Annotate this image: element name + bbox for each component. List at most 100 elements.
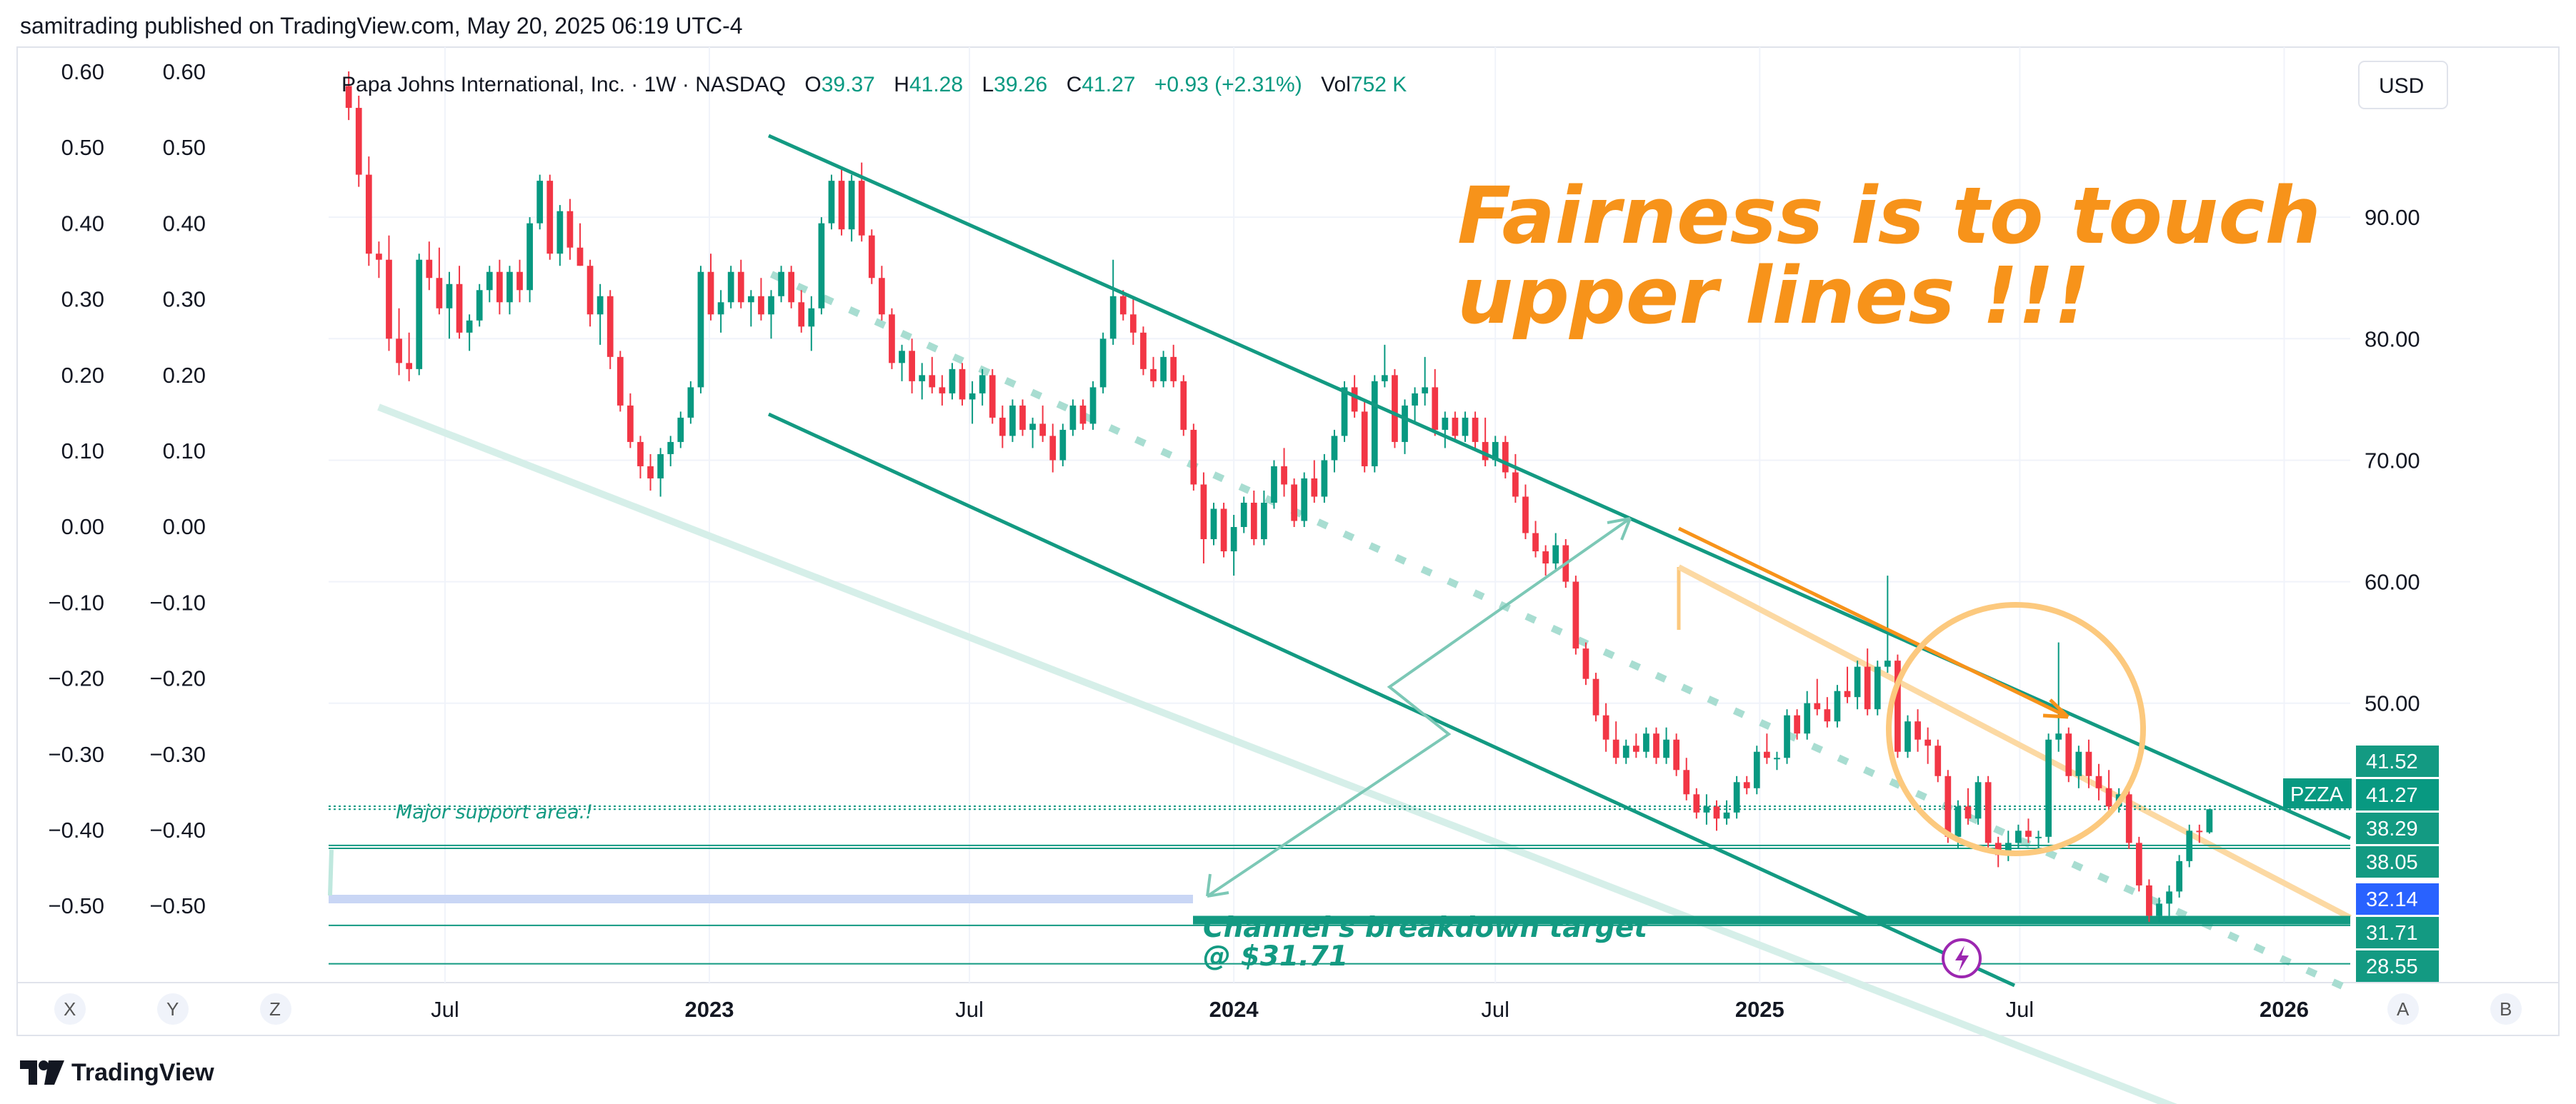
candle: [627, 393, 634, 448]
candle: [426, 241, 433, 291]
axis-button-y[interactable]: Y: [157, 993, 189, 1025]
axis-button-a[interactable]: A: [2387, 993, 2419, 1025]
earnings-event-marker[interactable]: [1942, 938, 1982, 978]
candle-body: [2035, 836, 2042, 838]
candle-body: [1291, 484, 1298, 521]
legend-open-label: O: [804, 73, 821, 96]
candle-body: [677, 417, 684, 442]
target-label-line-1: Channel's breakdown target: [1203, 912, 1648, 944]
axis-button-a-label[interactable]: A: [2397, 998, 2410, 1020]
candle-body: [1492, 441, 1499, 461]
candle: [1361, 399, 1368, 473]
candle: [667, 436, 674, 466]
candle: [959, 363, 966, 406]
candle: [1693, 788, 1700, 819]
candle: [838, 169, 845, 236]
axis-button-b-label[interactable]: B: [2500, 998, 2512, 1020]
candle-body: [949, 368, 956, 393]
left-scale-a-label: 0.30: [61, 287, 104, 312]
ticker-badge-label: PZZA: [2290, 783, 2344, 806]
candle: [1482, 417, 1489, 466]
candle-body: [506, 271, 513, 303]
candle-body: [1602, 715, 1609, 740]
left-scale-b-label: −0.10: [150, 590, 206, 615]
candle: [1522, 484, 1529, 540]
price-label-text: 38.29: [2366, 818, 2418, 840]
candle: [2085, 739, 2092, 788]
candle-body: [1180, 381, 1187, 430]
candle-body: [536, 181, 544, 224]
currency-button[interactable]: USD: [2358, 61, 2448, 109]
candle-body: [2065, 733, 2072, 776]
candle: [1432, 368, 1439, 436]
candle: [1220, 502, 1227, 558]
currency-button-bg[interactable]: [2358, 61, 2448, 109]
time-axis: Jul 2023 Jul 2024 Jul 2025 Jul 2026: [431, 997, 2309, 1022]
price-label-bg: [2356, 746, 2439, 777]
candle-body: [1733, 782, 1740, 813]
currency-button-label[interactable]: USD: [2379, 74, 2424, 98]
left-scale-a-label: −0.30: [49, 742, 104, 767]
axis-button-b[interactable]: B: [2490, 993, 2522, 1025]
candle-body: [768, 296, 774, 315]
candle-body: [2166, 891, 2172, 904]
candle: [1502, 436, 1509, 478]
axis-button-y-bg[interactable]: [157, 993, 189, 1025]
axis-button-x-bg[interactable]: [54, 993, 86, 1025]
candle-body: [1884, 661, 1891, 667]
candle-body: [1673, 739, 1680, 771]
candle-body: [1985, 782, 1992, 843]
candle-body: [2015, 830, 2022, 843]
candle: [717, 290, 724, 333]
price-label: 41.27: [2356, 779, 2439, 811]
candle-body: [798, 302, 805, 327]
candle: [546, 174, 554, 260]
candle: [828, 174, 835, 230]
axis-button-b-bg[interactable]: [2490, 993, 2522, 1025]
candle-body: [1904, 721, 1911, 752]
candle-body: [717, 302, 724, 315]
right-price-scale: 90.00 80.00 70.00 60.00 50.00: [2365, 205, 2420, 716]
candle: [657, 448, 664, 497]
candle-body: [1723, 812, 1730, 819]
candle-body: [1130, 314, 1137, 333]
candle: [1683, 758, 1690, 801]
axis-button-x[interactable]: X: [54, 993, 86, 1025]
price-label-bg: [2356, 917, 2439, 948]
candle: [1834, 685, 1841, 728]
candle-body: [989, 375, 996, 418]
candle: [376, 241, 382, 278]
legend: Papa Johns International, Inc. · 1W · NA…: [341, 73, 1407, 96]
axis-button-y-label[interactable]: Y: [166, 998, 179, 1020]
candle-body: [576, 247, 584, 266]
candle-body: [727, 271, 734, 303]
left-scale-b-label: 0.50: [163, 135, 206, 160]
candle: [436, 247, 443, 315]
axis-button-z-label[interactable]: Z: [269, 998, 281, 1020]
candle-body: [1663, 739, 1669, 758]
candle: [1150, 356, 1157, 388]
price-label-bg: [2356, 779, 2439, 811]
candle: [456, 266, 463, 339]
axis-button-a-bg[interactable]: [2387, 993, 2419, 1025]
candle: [1914, 709, 1921, 752]
axis-button-z[interactable]: Z: [260, 993, 291, 1025]
candle: [989, 368, 996, 424]
x-tick-label: Jul: [955, 997, 984, 1022]
candle-body: [1009, 405, 1016, 436]
candle-body: [1834, 691, 1841, 722]
tradingview-logo[interactable]: TradingView: [20, 1057, 214, 1088]
candle-body: [1924, 739, 1932, 746]
candle-body: [1552, 545, 1559, 564]
candle-body: [2005, 843, 2012, 855]
tradingview-logo-icon: [20, 1060, 64, 1085]
candle: [919, 363, 926, 400]
candle-body: [1140, 332, 1147, 369]
candle-body: [1914, 721, 1921, 740]
left-scale-a-label: 0.00: [61, 514, 104, 539]
candle: [2105, 770, 2112, 813]
axis-button-z-bg[interactable]: [260, 993, 291, 1025]
legend-close-label: C: [1067, 73, 1082, 96]
axis-button-x-label[interactable]: X: [64, 998, 76, 1020]
